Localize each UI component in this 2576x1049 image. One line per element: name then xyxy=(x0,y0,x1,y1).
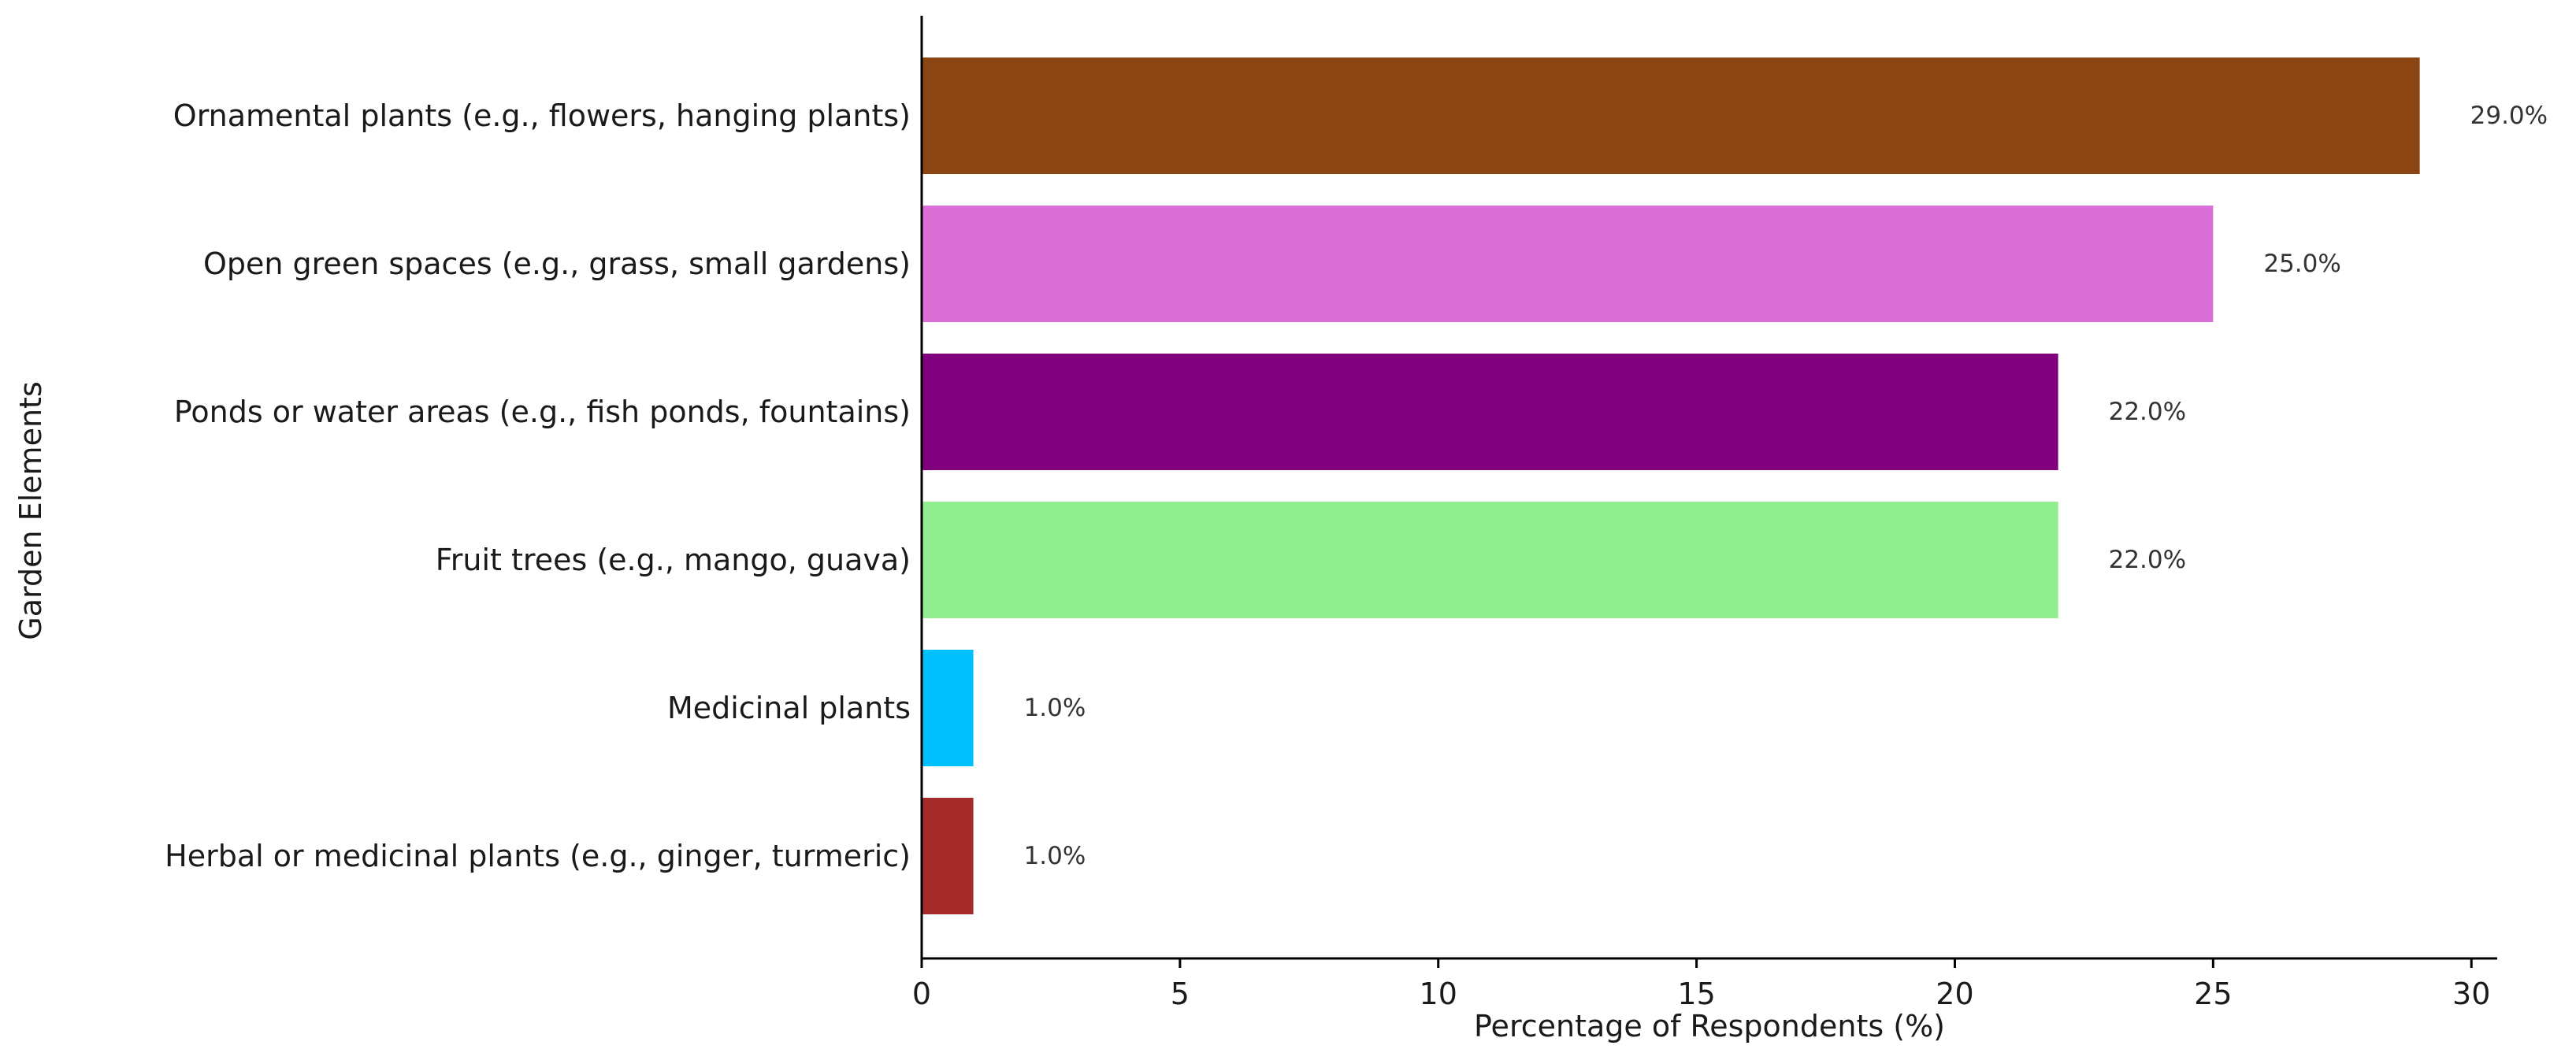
category-labels: Ornamental plants (e.g., flowers, hangin… xyxy=(165,98,911,873)
value-label: 22.0% xyxy=(2109,398,2186,426)
category-label: Herbal or medicinal plants (e.g., ginger… xyxy=(165,839,911,873)
x-axis-ticks: 0 5 10 15 20 25 30 xyxy=(912,958,2490,1011)
value-label: 1.0% xyxy=(1024,694,1086,722)
category-label: Medicinal plants xyxy=(667,691,911,725)
bar xyxy=(922,206,2214,322)
x-tick-label: 5 xyxy=(1171,977,1190,1011)
category-label: Fruit trees (e.g., mango, guava) xyxy=(436,543,911,577)
category-label: Ponds or water areas (e.g., fish ponds, … xyxy=(174,395,911,429)
value-label: 29.0% xyxy=(2470,102,2548,130)
value-labels: 29.0% 25.0% 22.0% 22.0% 1.0% 1.0% xyxy=(1024,102,2548,870)
bar xyxy=(922,502,2058,618)
x-tick-label: 30 xyxy=(2452,977,2490,1011)
x-tick-label: 15 xyxy=(1677,977,1715,1011)
bar xyxy=(922,798,974,914)
value-label: 22.0% xyxy=(2109,546,2186,574)
y-axis-title: Garden Elements xyxy=(13,381,48,639)
category-label: Open green spaces (e.g., grass, small ga… xyxy=(203,246,911,281)
x-tick-label: 20 xyxy=(1936,977,1973,1011)
bar xyxy=(922,650,974,766)
bar xyxy=(922,57,2420,174)
x-tick-label: 25 xyxy=(2194,977,2232,1011)
bars-group xyxy=(922,57,2420,914)
x-tick-label: 10 xyxy=(1420,977,1457,1011)
bar xyxy=(922,354,2058,470)
value-label: 1.0% xyxy=(1024,842,1086,870)
x-axis-title: Percentage of Respondents (%) xyxy=(1474,1009,1945,1043)
x-tick-label: 0 xyxy=(912,977,931,1011)
category-label: Ornamental plants (e.g., flowers, hangin… xyxy=(173,98,911,133)
value-label: 25.0% xyxy=(2263,250,2340,278)
